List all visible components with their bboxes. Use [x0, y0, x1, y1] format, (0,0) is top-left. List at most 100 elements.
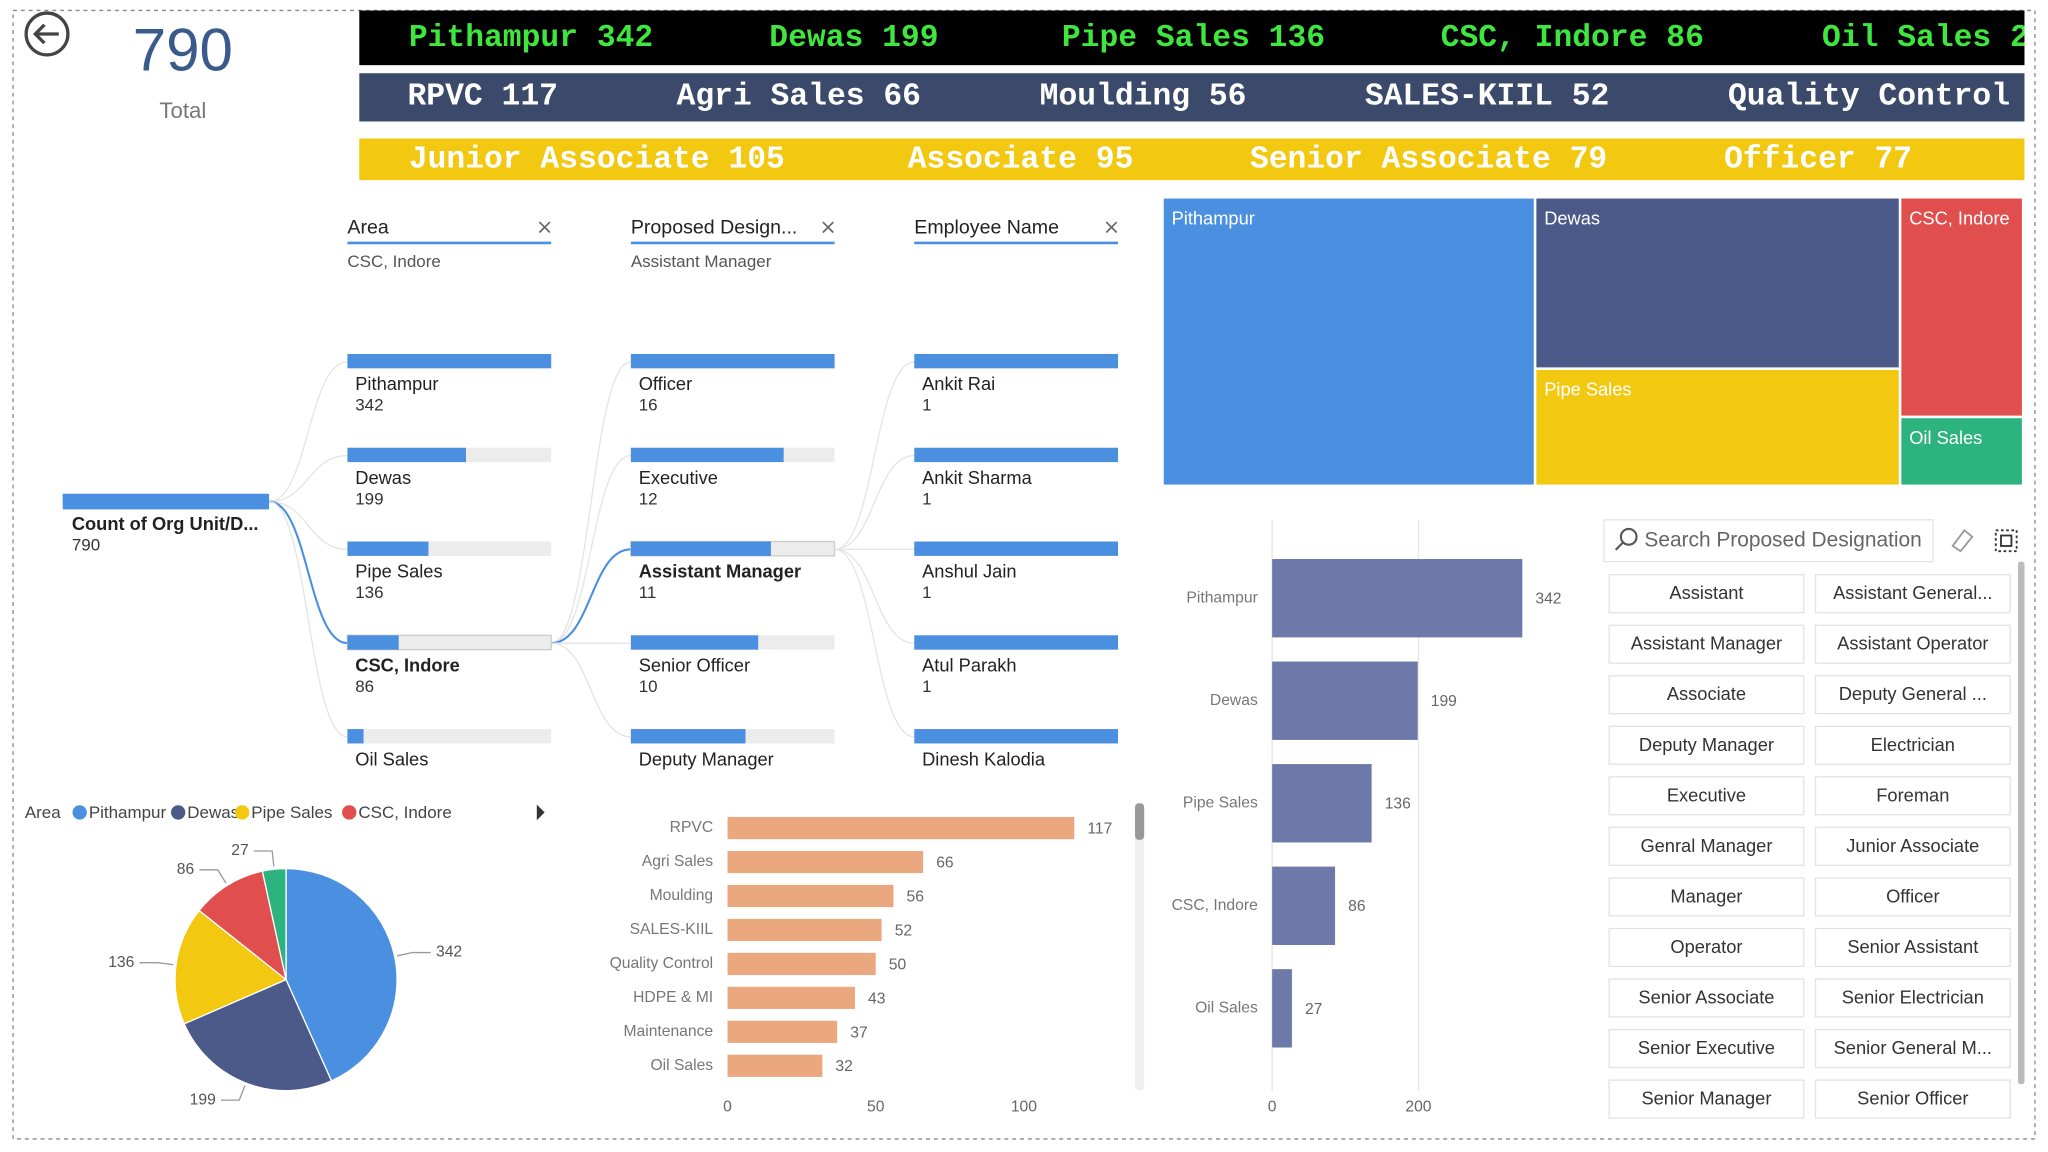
bar-value-label: 66 [936, 854, 954, 871]
ticker-band [359, 138, 2025, 181]
tree-item-value: 199 [355, 489, 383, 508]
slicer-button[interactable] [1608, 927, 1805, 968]
ticker-value: 95 [1096, 143, 1134, 178]
tree-bar[interactable] [630, 353, 835, 369]
treemap-tile[interactable] [1901, 198, 2022, 416]
slicer-button[interactable] [1814, 776, 2011, 816]
slicer-button[interactable] [1814, 978, 2011, 1018]
slicer-button[interactable] [1608, 624, 1805, 664]
treemap-tile[interactable] [1536, 198, 1899, 368]
slicer-button[interactable] [1814, 1079, 2011, 1119]
slicer-button[interactable] [1608, 574, 1805, 614]
focus-icon[interactable] [1994, 529, 2018, 553]
y-tick-label: Moulding [650, 887, 714, 904]
tree-bar[interactable] [914, 541, 1119, 556]
slicer-item: Assistant [1669, 582, 1743, 603]
slicer-button[interactable] [1814, 624, 2011, 664]
pie-slice[interactable] [198, 870, 288, 982]
bar[interactable] [727, 918, 882, 942]
tree-bar[interactable] [347, 729, 364, 744]
tree-bar[interactable] [630, 635, 759, 650]
pie-label: 27 [231, 842, 248, 859]
bar[interactable] [1272, 764, 1372, 843]
slicer-button[interactable] [1814, 725, 2011, 765]
slicer-button[interactable] [1814, 1028, 2011, 1069]
tree-item-label: Pithampur [355, 373, 438, 394]
tree-bar[interactable] [347, 353, 552, 369]
slicer-item: Assistant Operator [1837, 633, 1988, 654]
search-box[interactable] [1603, 519, 1934, 563]
tree-bar[interactable] [347, 541, 429, 556]
bar[interactable] [1272, 866, 1336, 945]
slicer-button[interactable] [1608, 776, 1805, 816]
pie-slice[interactable] [261, 867, 287, 980]
bar[interactable] [727, 816, 1075, 840]
card-label: Total [159, 98, 206, 123]
bar[interactable] [727, 952, 876, 976]
tree-item-value: 11 [639, 583, 657, 602]
bar[interactable] [1272, 559, 1523, 638]
slicer-button[interactable] [1608, 826, 1805, 866]
tree-bar[interactable] [914, 447, 1119, 463]
y-tick-label: CSC, Indore [1172, 897, 1258, 914]
tree-remove[interactable] [822, 221, 834, 234]
pie-slice[interactable] [285, 867, 398, 1082]
slicer-button[interactable] [1608, 675, 1805, 715]
tree-remove[interactable] [538, 221, 551, 234]
slicer-scrollbar[interactable] [2017, 561, 2025, 1085]
treemap-tile[interactable] [1901, 418, 2022, 485]
back-button[interactable] [24, 11, 70, 57]
tree-bar[interactable] [914, 635, 1119, 650]
tree-item-value: 16 [639, 396, 658, 415]
bar[interactable] [727, 1020, 838, 1043]
slicer-button[interactable] [1814, 927, 2011, 968]
bar[interactable] [727, 850, 924, 874]
scroll-thumb[interactable] [1135, 803, 1145, 840]
ticker-value: 86 [1666, 21, 1704, 56]
bar-value-label: 52 [895, 922, 912, 939]
legend-title: Area [25, 803, 61, 822]
slicer-button[interactable] [1814, 877, 2011, 917]
ticker-value: 105 [728, 143, 784, 178]
bar[interactable] [1272, 661, 1418, 740]
tree-bar[interactable] [914, 729, 1119, 744]
slicer-button[interactable] [1814, 675, 2011, 715]
slicer-item: Officer [1886, 885, 1939, 906]
treemap-tile[interactable] [1163, 198, 1534, 485]
slicer-item: Senior General M... [1834, 1037, 1992, 1058]
bar-value-label: 27 [1305, 1001, 1322, 1018]
slicer-item: Senior Associate [1638, 986, 1774, 1007]
ticker-value: 66 [883, 80, 921, 115]
bar[interactable] [1272, 969, 1292, 1048]
tree-bar[interactable] [630, 729, 746, 744]
bar[interactable] [727, 986, 855, 1009]
bar[interactable] [727, 1054, 823, 1077]
pie-slice[interactable] [174, 909, 288, 1025]
ticker-item: CSC, Indore 86 [1441, 21, 1704, 56]
tree-remove[interactable] [1105, 221, 1118, 234]
eraser-icon[interactable] [1951, 528, 1974, 553]
tree-bar[interactable] [914, 353, 1119, 369]
treemap-tile[interactable] [1536, 369, 1899, 485]
pie-slice[interactable] [183, 978, 333, 1092]
ticker-item: Pithampur 342 [409, 21, 653, 56]
slicer-button[interactable] [1608, 725, 1805, 765]
bar[interactable] [727, 884, 894, 908]
legend-swatch [72, 805, 87, 820]
slicer-button[interactable] [1814, 826, 2011, 866]
slicer-button[interactable] [1608, 1079, 1805, 1119]
tree-bar[interactable] [347, 447, 466, 463]
slicer-button[interactable] [1814, 574, 2011, 614]
tree-bar[interactable] [630, 447, 784, 463]
tree-connector [551, 548, 631, 645]
tree-item-label: Ankit Sharma [922, 467, 1032, 488]
slicer-button[interactable] [1608, 1028, 1805, 1069]
legend-next[interactable] [536, 804, 545, 821]
ticker-value: 199 [882, 21, 938, 56]
tree-bar[interactable] [630, 541, 771, 556]
slicer-button[interactable] [1608, 877, 1805, 917]
slicer-button[interactable] [1608, 978, 1805, 1018]
tree-bar[interactable] [347, 635, 399, 650]
bar-value-label: 86 [1348, 898, 1366, 915]
